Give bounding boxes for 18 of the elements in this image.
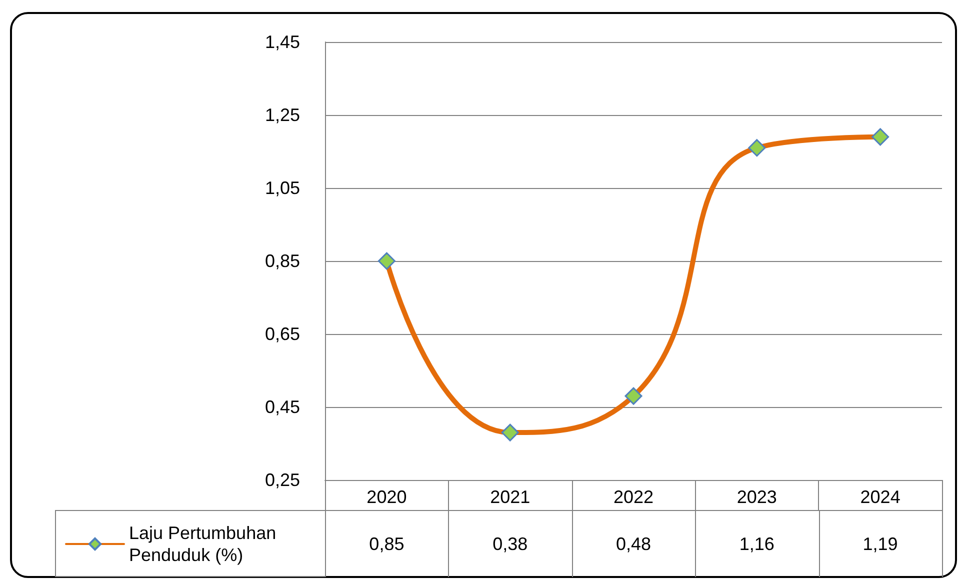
x-tick-label: 2020: [366, 487, 407, 507]
y-tick-label: 0,85: [264, 251, 300, 271]
y-tick-label: 0,65: [264, 324, 300, 344]
y-tick-label: 1,05: [264, 178, 300, 198]
x-tick-label: 2023: [736, 487, 777, 507]
data-label: 0,85: [369, 534, 404, 554]
data-label: 0,48: [616, 534, 652, 554]
data-label: 1,19: [862, 534, 898, 554]
y-tick-label: 0,45: [264, 397, 300, 417]
x-tick-label: 2021: [490, 487, 530, 507]
x-tick-label: 2022: [613, 487, 654, 507]
y-tick-label: 0,25: [264, 470, 300, 490]
legend-label: Laju Pertumbuhan Penduduk (%): [129, 523, 282, 565]
data-label: 1,16: [739, 534, 774, 554]
y-tick-label: 1,25: [264, 105, 300, 125]
data-label: 0,38: [492, 534, 528, 554]
x-tick-label: 2024: [860, 487, 900, 507]
y-tick-label: 1,45: [264, 32, 300, 52]
